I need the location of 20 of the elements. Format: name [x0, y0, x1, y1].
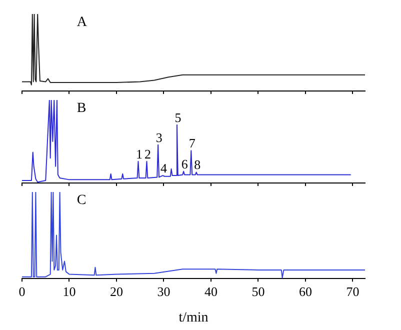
annotation: 2: [144, 146, 151, 162]
annotation: 8: [194, 157, 201, 172]
x-tick-label: 30: [157, 284, 170, 299]
x-tick-label: 60: [298, 284, 312, 299]
annotation: 6: [181, 156, 188, 172]
x-tick-label: 20: [110, 284, 123, 299]
annotation: 1: [136, 146, 142, 162]
x-tick-label: 10: [62, 284, 76, 299]
x-axis-title: t/min: [178, 310, 208, 326]
annotation: 7: [188, 136, 196, 151]
annotation: 5: [174, 110, 182, 125]
chart-title: A: [76, 15, 88, 30]
x-tick-label: 0: [18, 284, 26, 299]
annotation: 3: [156, 130, 162, 145]
x-tick-label: 70: [346, 284, 360, 299]
annotation: 4: [160, 160, 168, 176]
chart-title: C: [76, 193, 86, 208]
x-tick-label: 40: [204, 284, 218, 299]
x-tick-label: 50: [252, 284, 265, 299]
chart-title: B: [76, 101, 86, 116]
